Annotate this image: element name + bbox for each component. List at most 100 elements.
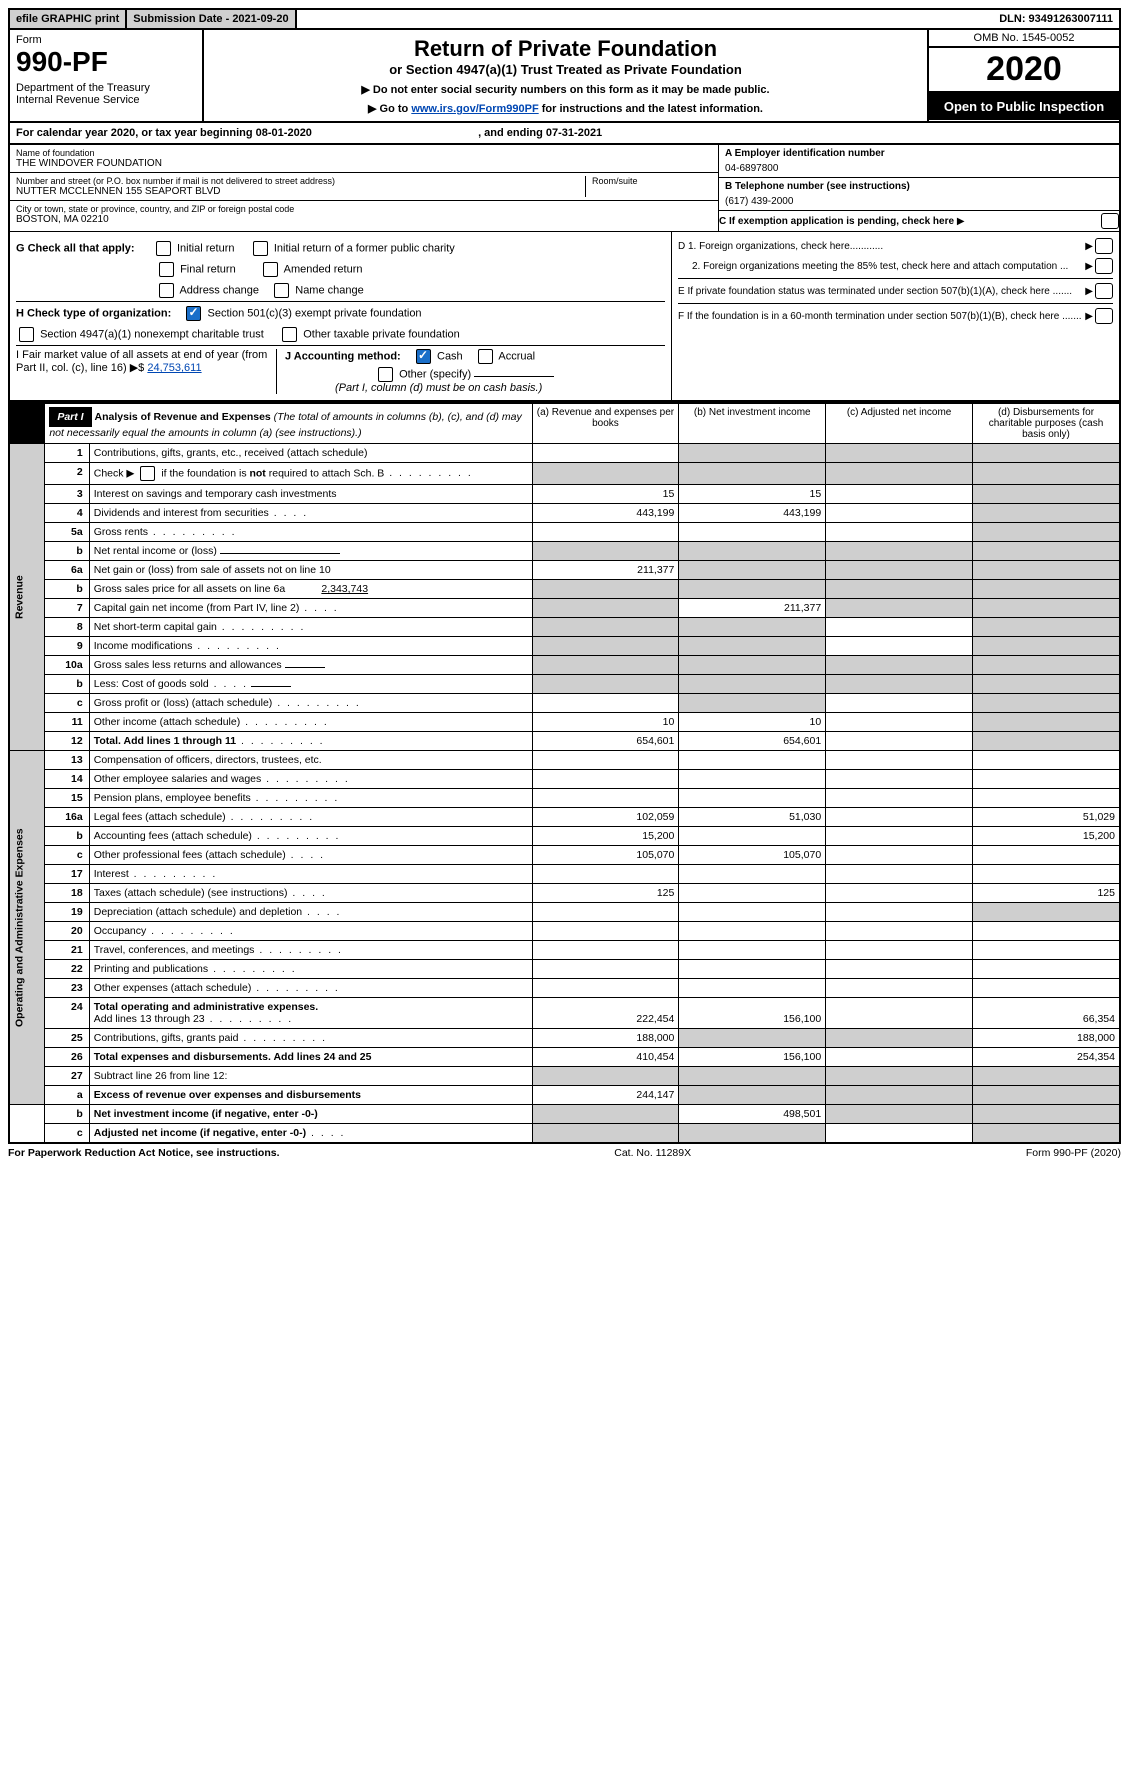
line1: Contributions, gifts, grants, etc., rece…	[89, 444, 532, 463]
v7b: 211,377	[679, 599, 826, 618]
dept-treasury: Department of the Treasury	[16, 82, 196, 94]
i-prefix: ▶$	[130, 362, 148, 374]
lbl-amended: Amended return	[284, 263, 363, 275]
form-number: 990-PF	[16, 46, 196, 78]
form-link[interactable]: www.irs.gov/Form990PF	[411, 103, 538, 115]
lbl-name-change: Name change	[295, 284, 364, 296]
chk-f[interactable]	[1095, 308, 1113, 324]
expenses-side: Operating and Administrative Expenses	[9, 751, 45, 1105]
line16a: Legal fees (attach schedule)	[89, 808, 532, 827]
chk-other-taxable[interactable]	[282, 327, 297, 342]
f-label: F If the foundation is in a 60-month ter…	[678, 311, 1082, 322]
chk-initial-return[interactable]	[156, 241, 171, 256]
part1-header: Part I	[49, 407, 91, 427]
line26: Total expenses and disbursements. Add li…	[89, 1048, 532, 1067]
exemption-checkbox[interactable]	[1101, 213, 1119, 229]
chk-initial-former[interactable]	[253, 241, 268, 256]
d1-label: D 1. Foreign organizations, check here..…	[678, 241, 883, 252]
v18a: 125	[532, 884, 679, 903]
line10a: Gross sales less returns and allowances	[89, 656, 532, 675]
line8: Net short-term capital gain	[89, 618, 532, 637]
line27a: Excess of revenue over expenses and disb…	[89, 1086, 532, 1105]
chk-cash[interactable]	[416, 349, 431, 364]
instr-pre: ▶ Go to	[368, 103, 411, 115]
v16ca: 105,070	[532, 846, 679, 865]
form-header: Form 990-PF Department of the Treasury I…	[8, 30, 1121, 123]
line27: Subtract line 26 from line 12:	[89, 1067, 532, 1086]
line4: Dividends and interest from securities	[89, 504, 532, 523]
calendar-year-row: For calendar year 2020, or tax year begi…	[8, 123, 1121, 145]
v25a: 188,000	[532, 1029, 679, 1048]
chk-schb[interactable]	[140, 466, 155, 481]
efile-print-button[interactable]: efile GRAPHIC print	[10, 10, 127, 28]
cal-end: 07-31-2021	[546, 127, 602, 139]
line9: Income modifications	[89, 637, 532, 656]
check-section-g: G Check all that apply: Initial return I…	[8, 231, 1121, 402]
d2-label: 2. Foreign organizations meeting the 85%…	[692, 261, 1068, 272]
v16ba: 15,200	[532, 827, 679, 846]
street-address: NUTTER MCCLENNEN 155 SEAPORT BLVD	[16, 186, 585, 197]
col-a-hdr: (a) Revenue and expenses per books	[532, 403, 679, 444]
v26a: 410,454	[532, 1048, 679, 1067]
line22: Printing and publications	[89, 960, 532, 979]
phone-value: (617) 439-2000	[725, 192, 1113, 207]
line17: Interest	[89, 865, 532, 884]
form-title: Return of Private Foundation	[210, 36, 921, 62]
v16aa: 102,059	[532, 808, 679, 827]
chk-accrual[interactable]	[478, 349, 493, 364]
chk-4947[interactable]	[19, 327, 34, 342]
col-d-hdr: (d) Disbursements for charitable purpose…	[973, 403, 1120, 444]
line15: Pension plans, employee benefits	[89, 789, 532, 808]
foundation-name: THE WINDOVER FOUNDATION	[16, 158, 712, 169]
lbl-initial-former: Initial return of a former public charit…	[274, 242, 455, 254]
top-bar: efile GRAPHIC print Submission Date - 20…	[8, 8, 1121, 30]
line5a: Gross rents	[89, 523, 532, 542]
ein-label: A Employer identification number	[725, 148, 885, 159]
h-label: H Check type of organization:	[16, 307, 171, 319]
line14: Other employee salaries and wages	[89, 770, 532, 789]
chk-amended[interactable]	[263, 262, 278, 277]
j-label: J Accounting method:	[285, 350, 401, 362]
v16cb: 105,070	[679, 846, 826, 865]
v16ad: 51,029	[973, 808, 1120, 827]
line25: Contributions, gifts, grants paid	[89, 1029, 532, 1048]
lbl-other-taxable: Other taxable private foundation	[303, 328, 460, 340]
tax-year: 2020	[929, 48, 1119, 93]
line23: Other expenses (attach schedule)	[89, 979, 532, 998]
v3a: 15	[532, 485, 679, 504]
v26b: 156,100	[679, 1048, 826, 1067]
v4b: 443,199	[679, 504, 826, 523]
cal-prefix: For calendar year 2020, or tax year begi…	[16, 127, 256, 139]
chk-d1[interactable]	[1095, 238, 1113, 254]
v24b: 156,100	[679, 998, 826, 1029]
line27c: Adjusted net income (if negative, enter …	[89, 1124, 532, 1144]
chk-d2[interactable]	[1095, 258, 1113, 274]
instr-goto: ▶ Go to www.irs.gov/Form990PF for instru…	[210, 102, 921, 115]
v6a: 211,377	[532, 561, 679, 580]
v26d: 254,354	[973, 1048, 1120, 1067]
g-label: G Check all that apply:	[16, 242, 135, 254]
line21: Travel, conferences, and meetings	[89, 941, 532, 960]
v16ab: 51,030	[679, 808, 826, 827]
chk-501c3[interactable]	[186, 306, 201, 321]
v16bd: 15,200	[973, 827, 1120, 846]
line6a: Net gain or (loss) from sale of assets n…	[89, 561, 532, 580]
instr-ssn: ▶ Do not enter social security numbers o…	[210, 83, 921, 96]
lbl-4947: Section 4947(a)(1) nonexempt charitable …	[40, 328, 264, 340]
fmv-link[interactable]: 24,753,611	[147, 362, 201, 374]
chk-other-method[interactable]	[378, 367, 393, 382]
chk-e[interactable]	[1095, 283, 1113, 299]
chk-name-change[interactable]	[274, 283, 289, 298]
instr-post: for instructions and the latest informat…	[539, 103, 763, 115]
j-note: (Part I, column (d) must be on cash basi…	[285, 382, 665, 394]
chk-final-return[interactable]	[159, 262, 174, 277]
ein-value: 04-6897800	[725, 159, 1113, 174]
submission-date: Submission Date - 2021-09-20	[127, 10, 296, 28]
city-label: City or town, state or province, country…	[16, 204, 712, 214]
v11b: 10	[679, 713, 826, 732]
chk-address-change[interactable]	[159, 283, 174, 298]
lbl-final: Final return	[180, 263, 236, 275]
v3b: 15	[679, 485, 826, 504]
v4a: 443,199	[532, 504, 679, 523]
open-to-public: Open to Public Inspection	[929, 93, 1119, 120]
